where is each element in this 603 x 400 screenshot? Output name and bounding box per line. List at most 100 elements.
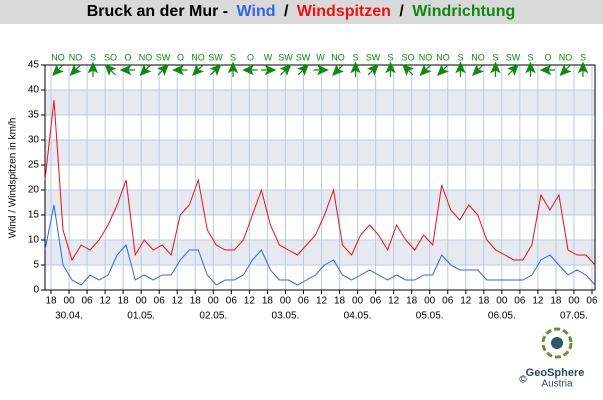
y-tick-label: 20: [28, 185, 40, 196]
y-tick-label: 40: [28, 85, 40, 96]
date-label: 01.05.: [127, 311, 155, 322]
direction-label: S: [457, 52, 463, 62]
date-label: 30.04.: [55, 311, 83, 322]
direction-label: O: [544, 52, 551, 62]
direction-label: NO: [51, 52, 65, 62]
direction-label: W: [316, 52, 325, 62]
direction-arrow: [261, 64, 277, 76]
grid-band: [45, 90, 595, 115]
direction-arrow: [332, 63, 345, 76]
direction-arrow: [104, 64, 117, 77]
date-label: 07.05.: [560, 311, 588, 322]
direction-label: SW: [506, 52, 521, 62]
date-label: 06.05.: [488, 311, 516, 322]
title-separator: /: [399, 3, 404, 20]
series-line: [44, 99, 596, 266]
grid-band: [45, 140, 595, 165]
x-tick-label: 00: [280, 296, 292, 307]
x-tick-label: 00: [136, 296, 148, 307]
x-tick-label: 18: [478, 296, 490, 307]
direction-label: SW: [296, 52, 311, 62]
chart-title: Bruck an der Mur - Wind / Windspitzen / …: [87, 3, 516, 20]
y-tick-label: 5: [33, 260, 39, 271]
x-tick-label: 00: [424, 296, 436, 307]
x-tick-label: 18: [118, 296, 130, 307]
direction-arrow: [366, 64, 379, 77]
direction-arrow: [209, 64, 222, 77]
x-tick-label: 18: [550, 296, 562, 307]
direction-arrow: [296, 64, 309, 77]
direction-arrow: [525, 61, 536, 77]
direction-arrow: [156, 64, 169, 77]
x-tick-label: 12: [388, 296, 400, 307]
direction-label: O: [247, 52, 254, 62]
x-tick-label: 06: [370, 296, 382, 307]
direction-label: SW: [366, 52, 381, 62]
x-tick-label: 12: [316, 296, 328, 307]
y-tick-label: 35: [28, 110, 40, 121]
x-tick-label: 12: [460, 296, 472, 307]
direction-arrow: [313, 64, 329, 76]
direction-arrow: [227, 61, 239, 77]
x-tick-label: 06: [514, 296, 526, 307]
logo-name: GeoSphere: [526, 367, 585, 379]
x-tick-label: 06: [226, 296, 238, 307]
direction-label: SW: [278, 52, 293, 62]
direction-label: W: [264, 52, 273, 62]
direction-arrow: [437, 63, 450, 76]
y-tick-label: 15: [28, 210, 40, 221]
direction-label: S: [387, 52, 393, 62]
direction-arrow: [385, 61, 396, 77]
direction-label: S: [90, 52, 96, 62]
direction-arrow: [559, 63, 572, 76]
x-tick-label: 00: [208, 296, 220, 307]
direction-label: NO: [191, 52, 205, 62]
direction-arrow: [402, 64, 415, 77]
direction-arrow: [455, 61, 466, 77]
x-tick-label: 00: [568, 296, 580, 307]
y-tick-label: 10: [28, 235, 40, 246]
x-tick-label: 06: [82, 296, 94, 307]
title-wind: Wind: [237, 3, 276, 20]
direction-label: S: [230, 52, 236, 62]
x-tick-label: 00: [352, 296, 364, 307]
direction-label: SW: [208, 52, 223, 62]
direction-arrow: [539, 64, 555, 76]
direction-arrow: [242, 64, 258, 76]
y-tick-label: 0: [33, 285, 39, 296]
direction-label: SW: [156, 52, 171, 62]
logo-emblem: [541, 327, 573, 359]
y-axis-label: Wind / Windspitzen in km/h: [8, 118, 19, 239]
direction-label: NO: [471, 52, 485, 62]
title-separator: /: [284, 3, 289, 20]
x-tick-label: 06: [586, 296, 598, 307]
x-tick-label: 00: [63, 296, 75, 307]
direction-arrow: [472, 63, 485, 76]
y-tick-label: 30: [28, 135, 40, 146]
grid-band: [45, 240, 595, 265]
direction-arrow: [172, 64, 188, 76]
date-label: 04.05.: [344, 311, 372, 322]
x-tick-label: 06: [442, 296, 454, 307]
plot-area: 18 00 06 12 18 00 06 12 18 00 06 12 18 00 06 12 18 00 06 12…: [28, 52, 598, 321]
direction-arrow: [419, 63, 432, 76]
x-tick-label: 18: [190, 296, 202, 307]
direction-label: NO: [139, 52, 153, 62]
direction-label: S: [580, 52, 586, 62]
x-tick-label: 18: [334, 296, 346, 307]
direction-label: NO: [331, 52, 345, 62]
direction-label: SO: [401, 52, 414, 62]
x-tick-label: 12: [532, 296, 544, 307]
direction-arrow: [69, 63, 82, 76]
series-line: [44, 204, 596, 286]
date-label: 02.05.: [199, 311, 227, 322]
grid-band: [45, 190, 595, 215]
y-tick-label: 25: [28, 160, 40, 171]
y-tick-label: 45: [28, 60, 40, 71]
x-tick-label: 12: [172, 296, 184, 307]
copyright: ©: [519, 375, 527, 386]
title-direction: Windrichtung: [412, 3, 515, 20]
direction-arrow: [279, 64, 292, 77]
x-tick-label: 00: [496, 296, 508, 307]
